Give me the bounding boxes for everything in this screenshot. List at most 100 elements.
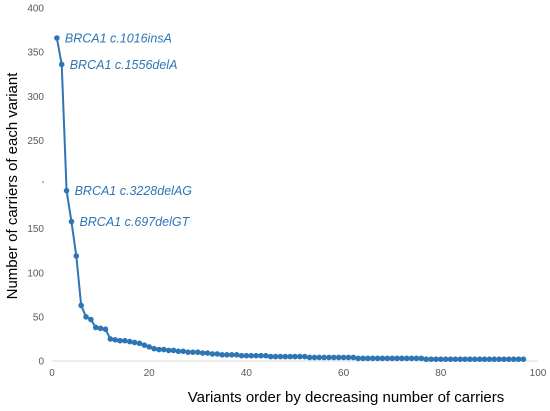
data-point	[360, 355, 366, 362]
data-point	[214, 351, 221, 357]
data-point	[350, 354, 357, 361]
data-point	[306, 354, 313, 361]
data-point	[97, 325, 104, 332]
variant-annotation: BRCA1 c.697delGT	[79, 215, 190, 229]
data-point	[369, 355, 376, 362]
x-tick-label: 100	[530, 368, 547, 379]
data-point	[190, 349, 196, 355]
y-axis-ticks: 0 50 100 150 ' 250 300 350 400	[27, 4, 44, 368]
data-point	[229, 352, 235, 358]
data-point	[122, 337, 128, 344]
data-point	[326, 354, 332, 361]
data-point	[233, 352, 240, 358]
data-point	[83, 314, 89, 320]
x-tick-label: 20	[144, 368, 156, 379]
data-point	[107, 336, 114, 342]
variant-annotation: BRCA1 c.1016insA	[65, 32, 172, 46]
data-point	[413, 355, 420, 362]
data-point	[263, 352, 269, 359]
data-point	[394, 355, 400, 362]
y-tick-label: 100	[27, 268, 44, 279]
data-point	[78, 302, 84, 309]
y-tick-label: 150	[27, 224, 44, 235]
x-tick-label: 40	[241, 368, 253, 379]
data-point	[331, 354, 337, 361]
data-point	[321, 354, 327, 361]
annotation-group: BRCA1 c.1016insA BRCA1 c.1556delA BRCA1 c.…	[65, 32, 192, 230]
data-point	[384, 355, 391, 362]
data-point	[506, 356, 512, 363]
data-point	[175, 348, 182, 355]
data-point	[136, 340, 143, 347]
data-point	[68, 218, 75, 225]
data-point	[63, 187, 70, 194]
data-point	[510, 356, 517, 363]
data-point	[316, 354, 323, 361]
y-axis-title: Number of carriers of each variant	[4, 72, 21, 300]
data-point	[335, 354, 342, 361]
data-point	[117, 337, 123, 344]
x-axis-title: Variants order by decreasing number of c…	[188, 389, 505, 406]
data-point	[467, 356, 473, 363]
data-point	[277, 353, 284, 360]
data-point	[267, 353, 274, 360]
data-point	[472, 356, 478, 363]
data-point	[501, 356, 507, 363]
data-point	[491, 356, 498, 363]
data-point	[447, 356, 454, 363]
data-point	[515, 356, 522, 363]
data-point	[418, 355, 425, 362]
y-tick-label: 300	[27, 92, 44, 103]
data-point	[156, 346, 162, 353]
data-point	[199, 350, 206, 356]
data-point	[340, 354, 347, 361]
data-point	[486, 356, 493, 363]
data-point	[58, 61, 65, 68]
data-point	[287, 353, 293, 360]
data-point	[292, 353, 298, 360]
data-point	[88, 316, 94, 323]
data-point	[195, 349, 201, 355]
data-point	[272, 353, 279, 360]
data-point	[496, 356, 502, 363]
data-point	[151, 345, 157, 352]
data-point	[146, 344, 152, 350]
data-point	[243, 352, 250, 359]
data-point	[423, 356, 430, 363]
data-point	[297, 353, 303, 360]
data-point	[457, 356, 464, 363]
data-point	[345, 354, 352, 361]
x-tick-label: 80	[435, 368, 447, 379]
data-point	[438, 356, 444, 363]
data-point	[253, 352, 259, 359]
data-point	[442, 356, 449, 363]
variant-annotation: BRCA1 c.3228delAG	[75, 184, 193, 198]
y-tick-label: 250	[27, 136, 44, 147]
data-point	[311, 354, 318, 361]
series-group	[54, 35, 527, 363]
data-point	[224, 352, 230, 358]
data-point	[481, 356, 488, 363]
data-point	[92, 324, 99, 331]
data-point	[204, 350, 211, 356]
data-point	[365, 355, 371, 362]
data-point	[301, 353, 308, 360]
y-tick-label: '	[42, 180, 44, 191]
data-point	[170, 347, 177, 354]
series-line	[55, 37, 524, 361]
data-point	[403, 355, 410, 362]
data-point	[355, 355, 361, 362]
data-point	[131, 339, 138, 346]
data-point	[520, 356, 527, 363]
data-point	[389, 355, 396, 362]
data-point	[126, 338, 133, 345]
data-point	[258, 352, 264, 359]
data-point	[112, 337, 118, 343]
data-point	[433, 356, 439, 363]
data-point	[374, 355, 381, 362]
y-tick-label: 350	[27, 48, 44, 59]
data-point	[462, 356, 468, 363]
data-point	[185, 349, 191, 355]
